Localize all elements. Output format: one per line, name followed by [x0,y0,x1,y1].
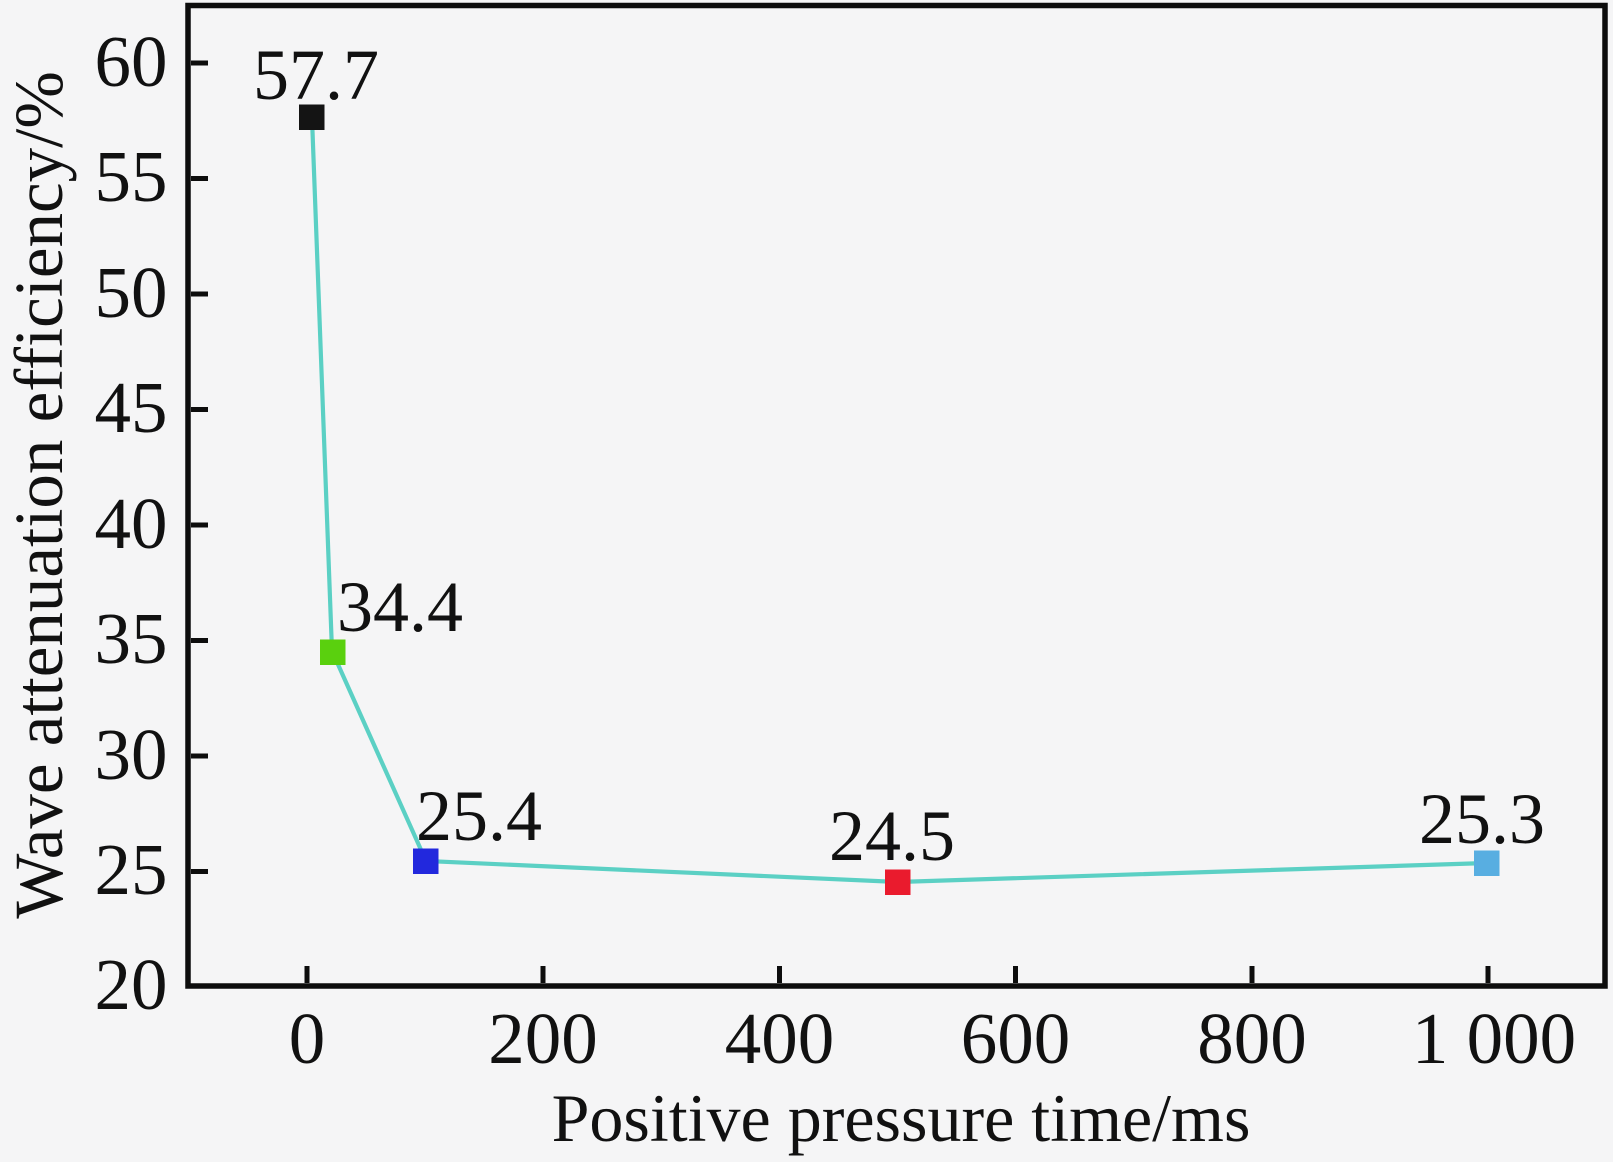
svg-text:800: 800 [1197,998,1307,1079]
svg-text:45: 45 [95,367,168,448]
svg-text:400: 400 [725,998,835,1079]
svg-text:24.5: 24.5 [829,796,955,876]
svg-text:30: 30 [95,714,168,795]
svg-text:57.7: 57.7 [253,35,379,115]
svg-text:20: 20 [95,944,168,1025]
svg-text:Wave attenuation efficiency/%: Wave attenuation efficiency/% [1,71,77,919]
svg-text:55: 55 [95,136,168,217]
svg-text:Positive pressure time/ms: Positive pressure time/ms [552,1080,1251,1156]
svg-text:50: 50 [95,252,168,333]
svg-text:40: 40 [95,483,168,564]
svg-text:1 000: 1 000 [1412,998,1576,1079]
svg-text:200: 200 [488,998,598,1079]
svg-text:25.4: 25.4 [416,776,542,856]
svg-text:35: 35 [95,598,168,679]
svg-text:25: 25 [95,829,168,910]
svg-text:60: 60 [95,21,168,102]
svg-text:600: 600 [961,998,1071,1079]
svg-text:0: 0 [289,998,326,1079]
svg-text:34.4: 34.4 [337,567,463,647]
svg-text:25.3: 25.3 [1419,779,1545,859]
